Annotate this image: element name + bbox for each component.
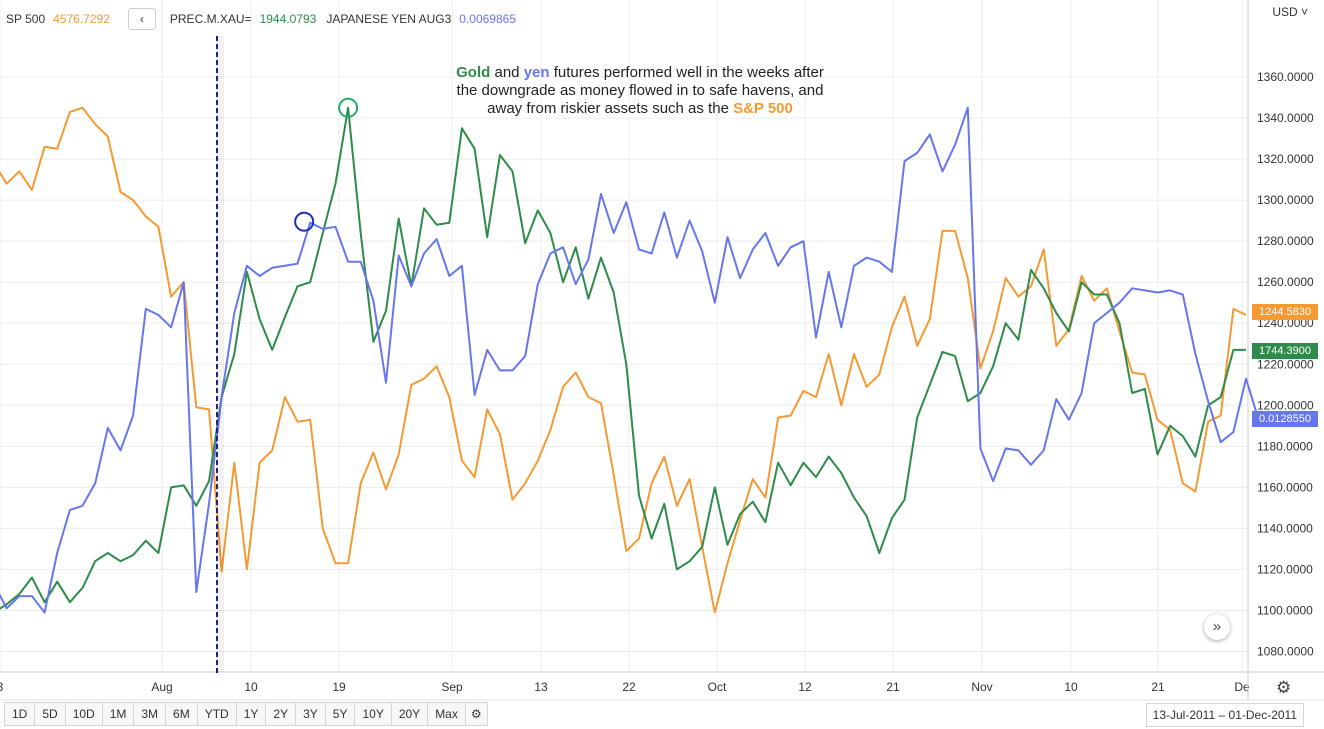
- last-price-gold: 1744.3900: [1252, 343, 1318, 359]
- double-chevron-right-icon: »: [1212, 618, 1222, 635]
- x-tick-label: 22: [622, 680, 636, 694]
- annotation-line2: the downgrade as money flowed in to safe…: [456, 82, 824, 99]
- annotation-line3: away from riskier assets such as the: [487, 100, 734, 117]
- axes: 1080.0000 1100.0000 1120.0000 1140.0000 1160…: [0, 0, 1324, 701]
- marker-shadow: [218, 36, 224, 672]
- range-button-6m[interactable]: 6M: [165, 702, 198, 726]
- x-tick-label: 3: [0, 680, 4, 694]
- legend-value-yen: 0.0069865: [459, 12, 516, 26]
- date-to: 01-Dec-2011: [1228, 708, 1297, 722]
- y-tick-label: 1340.0000: [1257, 111, 1314, 125]
- legend-name-gold: PREC.M.XAU=: [169, 12, 252, 26]
- currency-label: USD: [1272, 5, 1298, 19]
- x-tick-label: 21: [886, 680, 900, 694]
- y-tick-label: 1260.0000: [1257, 275, 1314, 289]
- series-line-0: [0, 106, 1247, 614]
- y-tick-label: 1300.0000: [1257, 193, 1314, 207]
- chevron-down-icon: ˅: [1297, 5, 1308, 19]
- y-tick-label: 1280.0000: [1257, 234, 1314, 248]
- range-button-5y[interactable]: 5Y: [324, 702, 356, 726]
- range-button-3m[interactable]: 3M: [133, 702, 167, 726]
- range-button-1m[interactable]: 1M: [101, 702, 135, 726]
- range-button-10y[interactable]: 10Y: [354, 702, 392, 726]
- range-button-1y[interactable]: 1Y: [235, 702, 267, 726]
- x-tick-label: Aug: [151, 680, 172, 694]
- x-tick-label: 19: [332, 680, 346, 694]
- annotation-yen: yen: [523, 64, 550, 81]
- grid: [0, 0, 1248, 672]
- x-tick-label: Oct: [708, 680, 727, 694]
- x-tick-label: 10: [244, 680, 258, 694]
- y-tick-label: 1220.0000: [1257, 357, 1314, 371]
- y-tick-label: 1120.0000: [1257, 562, 1313, 576]
- y-tick-label: 1100.0000: [1257, 603, 1313, 617]
- date-from: 13-Jul-2011: [1152, 708, 1216, 722]
- range-toolbar: 1D 5D 10D 1M 3M 6M YTD 1Y 2Y 3Y 5Y 10Y 2…: [4, 702, 488, 726]
- gold-peak-marker: [338, 97, 359, 118]
- x-tick-label: 10: [1064, 680, 1078, 694]
- series-line-2: [0, 106, 1260, 614]
- range-button-10d[interactable]: 10D: [64, 702, 103, 726]
- legend-name-yen: JAPANESE YEN AUG3: [326, 12, 452, 26]
- range-button-5d[interactable]: 5D: [34, 702, 66, 726]
- annotation-sp500: S&P 500: [733, 100, 793, 117]
- legend: SP 500 4576.7292 ‹ PREC.M.XAU= 1944.0793…: [0, 6, 520, 32]
- range-settings-gear-icon[interactable]: ⚙: [464, 702, 488, 726]
- x-tick-label: Sep: [441, 680, 463, 694]
- chart-settings-gear-icon[interactable]: ⚙: [1276, 678, 1292, 697]
- range-button-ytd[interactable]: YTD: [196, 702, 237, 726]
- currency-selector[interactable]: USD ˅: [1272, 5, 1308, 19]
- range-button-3y[interactable]: 3Y: [295, 702, 326, 726]
- annotation-line1-rest: futures performed well in the weeks afte…: [549, 64, 824, 81]
- series-lines: [0, 106, 1260, 614]
- range-button-20y[interactable]: 20Y: [390, 702, 429, 726]
- x-tick-label: 13: [534, 680, 548, 694]
- range-button-1d[interactable]: 1D: [4, 702, 36, 726]
- annotation-and: and: [490, 64, 524, 81]
- legend-value-sp500: 4576.7292: [53, 12, 110, 26]
- x-tick-label: 21: [1151, 680, 1165, 694]
- last-price-sp500: 1244.5830: [1252, 304, 1318, 320]
- last-price-yen: 0.0128550: [1252, 411, 1318, 427]
- y-tick-label: 1360.0000: [1257, 70, 1314, 84]
- scroll-forward-button[interactable]: »: [1204, 614, 1230, 640]
- x-tick-label: Nov: [971, 680, 992, 694]
- annotation-gold: Gold: [456, 64, 491, 81]
- x-tick-label: De: [1234, 680, 1250, 694]
- y-tick-label: 1160.0000: [1257, 480, 1313, 494]
- range-button-2y[interactable]: 2Y: [265, 702, 297, 726]
- series-line-1: [0, 106, 1246, 610]
- y-tick-label: 1140.0000: [1257, 521, 1313, 535]
- date-sep: –: [1218, 708, 1226, 722]
- y-tick-label: 1200.0000: [1257, 398, 1314, 412]
- legend-name-sp500: SP 500: [6, 12, 46, 26]
- y-tick-label: 1180.0000: [1257, 439, 1313, 453]
- x-tick-label: 12: [798, 680, 812, 694]
- date-range-picker[interactable]: 13-Jul-2011 – 01-Dec-2011: [1145, 703, 1304, 727]
- range-button-max[interactable]: Max: [427, 702, 466, 726]
- overlays: [216, 36, 359, 676]
- legend-value-gold: 1944.0793: [259, 12, 317, 26]
- chart-annotation: Gold and yen futures performed well in t…: [430, 64, 850, 118]
- y-tick-label: 1080.0000: [1257, 644, 1314, 658]
- yen-peak-marker: [294, 211, 315, 232]
- chevron-left-icon[interactable]: ‹: [127, 8, 156, 30]
- y-tick-label: 1320.0000: [1257, 152, 1314, 166]
